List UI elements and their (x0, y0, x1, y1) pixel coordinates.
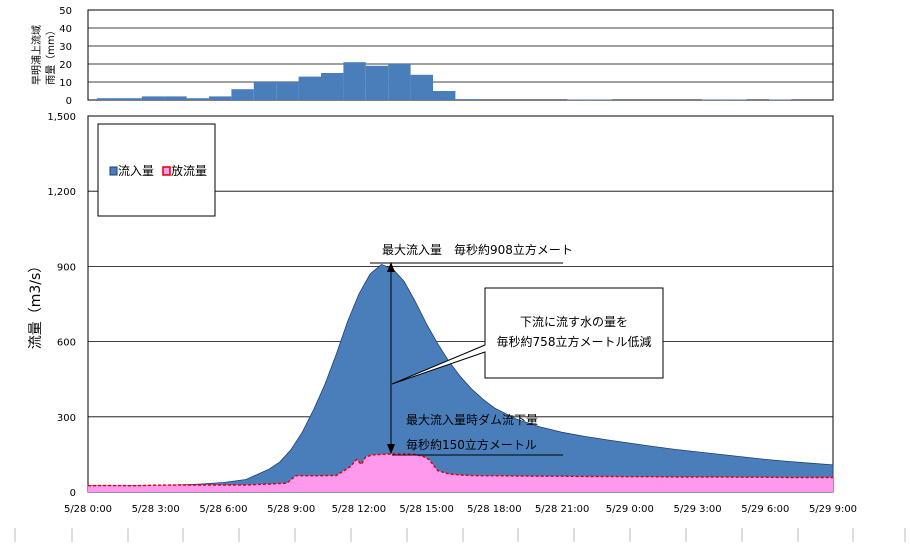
rainfall-bar (433, 91, 456, 100)
rainfall-y-tick-label: 0 (66, 96, 72, 107)
rainfall-bar (769, 99, 792, 101)
annotation-reduction-line2: 毎秒約758立方メートル低減 (497, 334, 652, 349)
flow-y-tick-label: 600 (57, 338, 76, 349)
legend-inflow-label: 流入量 (118, 164, 154, 178)
annotation-dam-outflow-line2: 毎秒約150立方メートル (406, 437, 537, 452)
annotation-max-inflow: 最大流入量 毎秒約908立方メート (382, 242, 573, 257)
rainfall-bar (567, 99, 590, 101)
flow-y-tick-label: 300 (57, 413, 76, 424)
bottom-tick-strip (14, 528, 906, 542)
rainfall-y-tick-label: 40 (59, 24, 72, 35)
rainfall-y-tick-label: 50 (59, 6, 72, 17)
flow-x-tick-label: 5/28 15:00 (399, 504, 453, 515)
rainfall-bar (724, 99, 747, 101)
flow-x-ticks: 5/28 0:00 5/28 3:00 5/28 6:00 5/28 9:00 5/28… (64, 504, 857, 515)
flow-x-tick-label: 5/29 0:00 (606, 504, 654, 515)
rainfall-ylabel-line2: 雨量（mm） (45, 25, 57, 84)
flow-y-tick-label: 0 (70, 488, 76, 499)
rainfall-panel: 0 10 20 30 40 50 早明浦上流域 雨量（mm） (30, 6, 834, 107)
rainfall-bar (410, 74, 433, 100)
rainfall-y-tick-label: 20 (59, 60, 72, 71)
outflow-area (88, 453, 833, 492)
rainfall-bar (186, 98, 209, 100)
rainfall-y-tick-label: 10 (59, 78, 72, 89)
rainfall-bar (276, 82, 299, 100)
annotations: 最大流入量 毎秒約908立方メート 下流に流す水の量を 毎秒約758立方メートル… (370, 242, 664, 456)
flow-x-tick-label: 5/29 3:00 (673, 504, 721, 515)
flow-y-tick-label: 1,500 (47, 112, 76, 123)
rainfall-y-tick-label: 30 (59, 42, 72, 53)
flow-y-tick-label: 1,200 (47, 187, 76, 198)
rainfall-bar (231, 89, 254, 100)
flow-y-ticks: 0 300 600 900 1,200 1,500 (47, 112, 76, 499)
rainfall-plot-area (87, 9, 834, 101)
flow-ylabel: 流量（m3/s） (28, 259, 44, 350)
flow-x-tick-label: 5/29 6:00 (741, 504, 789, 515)
flow-x-tick-label: 5/28 6:00 (199, 504, 247, 515)
rainfall-bar (365, 65, 389, 100)
legend-inflow-swatch (109, 166, 118, 176)
flow-x-tick-label: 5/28 18:00 (467, 504, 521, 515)
rainfall-gridlines (88, 27, 833, 83)
reduction-arrow-head-bottom (387, 444, 395, 454)
outflow-line (87, 453, 833, 487)
flow-areas (87, 263, 834, 493)
inflow-area (87, 263, 834, 493)
rainfall-bars (97, 62, 792, 101)
reduction-arrow-head-top (387, 262, 395, 272)
rainfall-bar (141, 96, 165, 100)
legend-outflow-label: 放流量 (171, 163, 207, 178)
flow-x-tick-label: 5/28 9:00 (267, 504, 315, 515)
flow-x-tick-label: 5/29 9:00 (809, 504, 857, 515)
annotation-dam-outflow-line1: 最大流入量時ダム流下量 (406, 412, 538, 427)
rainfall-ylabel-line1: 早明浦上流域 (30, 25, 43, 85)
flow-x-tick-label: 5/28 12:00 (332, 504, 386, 515)
flow-y-tick-label: 900 (57, 262, 76, 273)
rainfall-bar (119, 98, 142, 100)
rainfall-bar (298, 76, 321, 100)
rainfall-bar (701, 99, 725, 101)
rainfall-bar (388, 64, 411, 100)
rainfall-bar (343, 62, 366, 100)
legend: 流入量 放流量 (97, 123, 216, 217)
rainfall-bar (164, 96, 187, 100)
rainfall-bar (97, 98, 120, 100)
rainfall-bar (209, 96, 232, 100)
flow-x-tick-label: 5/28 0:00 (64, 504, 112, 515)
annotation-reduction-line1: 下流に流す水の量を (520, 315, 628, 329)
flow-x-tick-label: 5/28 21:00 (535, 504, 589, 515)
rainfall-bar (321, 73, 344, 100)
rainfall-bar (455, 99, 478, 100)
legend-outflow-swatch (162, 166, 171, 176)
rainfall-bar (253, 82, 277, 100)
rainfall-y-ticks: 0 10 20 30 40 50 (59, 6, 72, 107)
flow-x-tick-label: 5/28 3:00 (132, 504, 180, 515)
rainfall-bar (589, 99, 613, 101)
reduction-callout-box (391, 287, 664, 385)
